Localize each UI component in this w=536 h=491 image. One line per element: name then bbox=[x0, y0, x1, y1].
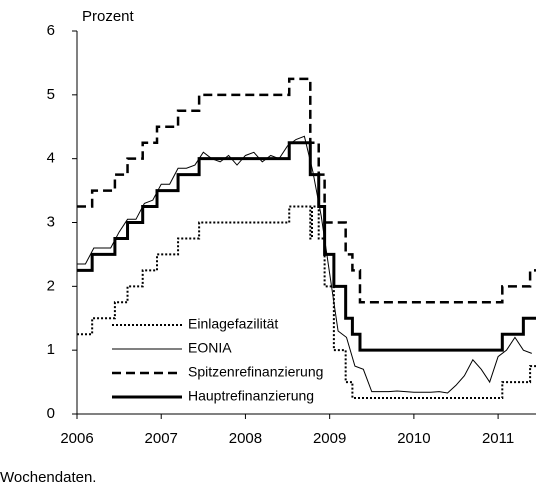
x-tick-label: 2006 bbox=[60, 430, 93, 447]
y-tick-label: 4 bbox=[47, 150, 55, 167]
x-tick-label: 2010 bbox=[397, 430, 430, 447]
x-tick-label: 2007 bbox=[145, 430, 178, 447]
y-tick-label: 1 bbox=[47, 341, 55, 358]
series-line bbox=[77, 135, 532, 394]
legend-label: Hauptrefinanzierung bbox=[188, 388, 314, 404]
series-line bbox=[77, 141, 536, 352]
legend-label: Spitzenrefinanzierung bbox=[188, 364, 323, 380]
x-tick-label: 2009 bbox=[313, 430, 346, 447]
legend-label: Einlagefazilität bbox=[188, 316, 278, 332]
y-axis-label: Prozent bbox=[82, 8, 135, 25]
legend-label: EONIA bbox=[188, 340, 232, 356]
y-tick-label: 5 bbox=[47, 86, 55, 103]
y-tick-label: 3 bbox=[47, 213, 55, 230]
y-tick-label: 0 bbox=[47, 405, 55, 422]
series-line bbox=[77, 205, 536, 400]
series-line bbox=[77, 77, 536, 304]
x-tick-label: 2011 bbox=[482, 430, 514, 447]
y-tick-label: 2 bbox=[47, 277, 55, 294]
x-tick-label: 2008 bbox=[229, 430, 262, 447]
y-tick-label: 6 bbox=[47, 22, 55, 39]
note: Wochendaten. bbox=[0, 469, 96, 486]
